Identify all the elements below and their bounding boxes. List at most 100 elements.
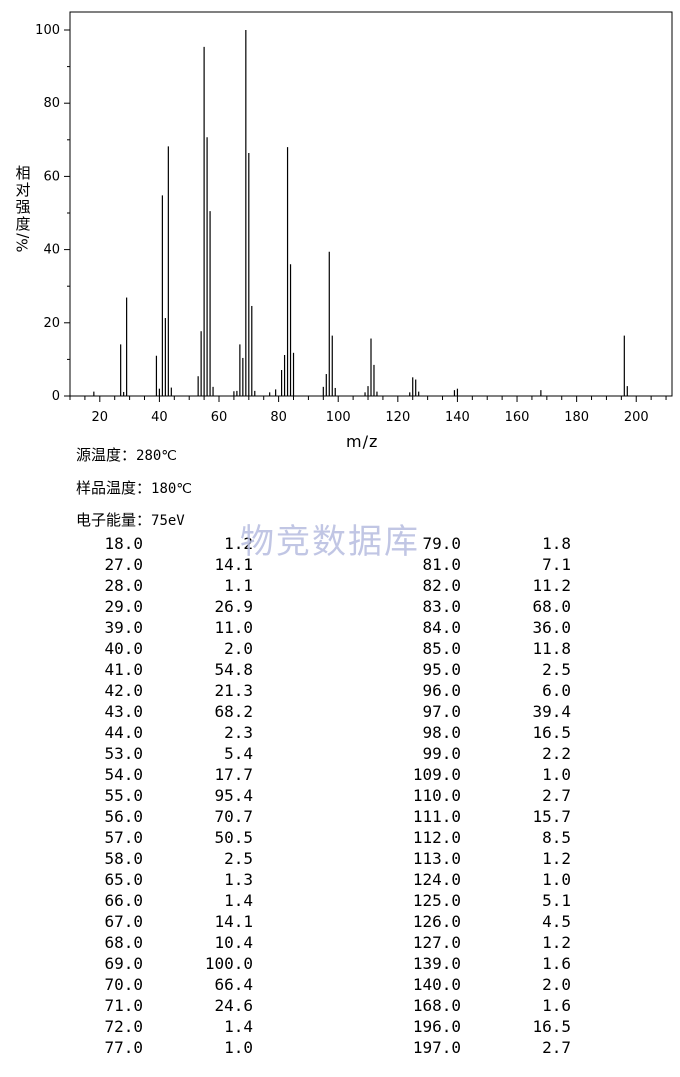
y-tick-label: 80 [43, 96, 60, 111]
table-row: 71.0 24.6 [0, 995, 680, 1016]
table-row: 68.0 10.4 [0, 932, 680, 953]
mz-value: 43.0 [104, 702, 143, 721]
intensity-value: 2.7 [542, 1038, 571, 1057]
x-tick-label: 200 [624, 410, 649, 425]
intensity-value: 1.1 [224, 576, 253, 595]
mz-value: 85.0 [422, 639, 461, 658]
table-row: 69.0 100.0 [0, 953, 680, 974]
table-row: 70.0 66.4 [0, 974, 680, 995]
intensity-value: 16.5 [532, 1017, 571, 1036]
sample-temperature-label: 样品温度： [76, 479, 152, 497]
table-row: 42.0 21.3 [0, 680, 680, 701]
intensity-value: 11.2 [532, 576, 571, 595]
intensity-value: 1.3 [224, 870, 253, 889]
mz-value: 110.0 [412, 786, 461, 805]
intensity-value: 1.4 [224, 1017, 253, 1036]
y-axis-label: 相 对 强 度 %/ [13, 164, 32, 253]
mz-value: 140.0 [412, 975, 461, 994]
mz-value: 84.0 [422, 618, 461, 637]
intensity-value: 1.2 [542, 933, 571, 952]
mz-value: 98.0 [422, 723, 461, 742]
x-tick-label: 120 [385, 410, 410, 425]
table-row: 58.0 2.5 [0, 848, 680, 869]
table-row: 140.0 2.0 [0, 974, 680, 995]
intensity-value: 24.6 [214, 996, 253, 1015]
table-row: 56.0 70.7 [0, 806, 680, 827]
x-tick-label: 80 [270, 410, 287, 425]
mz-value: 125.0 [412, 891, 461, 910]
mz-value: 96.0 [422, 681, 461, 700]
mz-value: 54.0 [104, 765, 143, 784]
y-axis-unit: %/ [13, 233, 32, 253]
mass-spectrum-chart: 0 20 40 60 80 100 20 40 60 80 100 120 140 160 180 200 [35, 11, 673, 425]
intensity-value: 17.7 [214, 765, 253, 784]
y-axis-label-char: 对 [15, 181, 31, 199]
table-row: 98.0 16.5 [0, 722, 680, 743]
mz-value: 127.0 [412, 933, 461, 952]
intensity-value: 1.0 [224, 1038, 253, 1057]
mz-value: 72.0 [104, 1017, 143, 1036]
table-row: 66.0 1.4 [0, 890, 680, 911]
table-row: 41.0 54.8 [0, 659, 680, 680]
mz-value: 41.0 [104, 660, 143, 679]
sample-temperature: 样品温度：180℃ [76, 477, 192, 498]
intensity-value: 2.0 [224, 639, 253, 658]
mz-value: 44.0 [104, 723, 143, 742]
mz-value: 139.0 [412, 954, 461, 973]
table-row: 96.0 6.0 [0, 680, 680, 701]
plot-frame [69, 11, 673, 397]
mz-value: 39.0 [104, 618, 143, 637]
mz-value: 40.0 [104, 639, 143, 658]
table-row: 55.0 95.4 [0, 785, 680, 806]
sample-temperature-value: 180℃ [151, 481, 193, 497]
intensity-value: 95.4 [214, 786, 253, 805]
mz-value: 81.0 [422, 555, 461, 574]
intensity-value: 2.5 [224, 849, 253, 868]
intensity-value: 11.8 [532, 639, 571, 658]
mz-value: 77.0 [104, 1038, 143, 1057]
x-axis: 20 40 60 80 100 120 140 160 180 200 [69, 396, 667, 425]
intensity-value: 1.0 [542, 765, 571, 784]
mz-value: 109.0 [412, 765, 461, 784]
intensity-value: 5.4 [224, 744, 253, 763]
y-axis: 0 20 40 60 80 100 [35, 23, 70, 404]
intensity-value: 11.0 [214, 618, 253, 637]
mz-value: 55.0 [104, 786, 143, 805]
table-row: 85.0 11.8 [0, 638, 680, 659]
x-tick-label: 20 [92, 410, 109, 425]
x-axis-label: m/z [346, 432, 379, 451]
watermark: 物竞数据库 [240, 522, 420, 562]
mz-value: 124.0 [412, 870, 461, 889]
mz-value: 65.0 [104, 870, 143, 889]
intensity-value: 21.3 [214, 681, 253, 700]
peak-table-left: 18.0 1.2 27.0 14.1 28.0 1.1 29.0 26.9 39.0 11.0 40… [0, 533, 680, 1058]
electron-energy-label: 电子能量： [76, 511, 152, 529]
table-row: 67.0 14.1 [0, 911, 680, 932]
mz-value: 29.0 [104, 597, 143, 616]
source-temperature-label: 源温度： [76, 446, 137, 464]
mz-value: 66.0 [104, 891, 143, 910]
y-axis-label-char: 强 [15, 198, 31, 216]
table-row: 126.0 4.5 [0, 911, 680, 932]
mz-value: 57.0 [104, 828, 143, 847]
y-axis-label-char: 相 [15, 164, 31, 182]
mz-value: 111.0 [412, 807, 461, 826]
intensity-value: 1.0 [542, 870, 571, 889]
y-tick-label: 60 [43, 169, 60, 184]
mz-value: 99.0 [422, 744, 461, 763]
table-row: 27.0 14.1 [0, 554, 680, 575]
peak-bars [93, 30, 628, 396]
electron-energy-value: 75eV [151, 513, 185, 529]
table-row: 196.0 16.5 [0, 1016, 680, 1037]
intensity-value: 54.8 [214, 660, 253, 679]
table-row: 81.0 7.1 [0, 554, 680, 575]
intensity-value: 2.2 [542, 744, 571, 763]
table-row: 109.0 1.0 [0, 764, 680, 785]
y-tick-label: 100 [35, 23, 60, 38]
table-row: 124.0 1.0 [0, 869, 680, 890]
intensity-value: 5.1 [542, 891, 571, 910]
table-row: 168.0 1.6 [0, 995, 680, 1016]
mz-value: 42.0 [104, 681, 143, 700]
x-tick-label: 100 [326, 410, 351, 425]
mz-value: 126.0 [412, 912, 461, 931]
